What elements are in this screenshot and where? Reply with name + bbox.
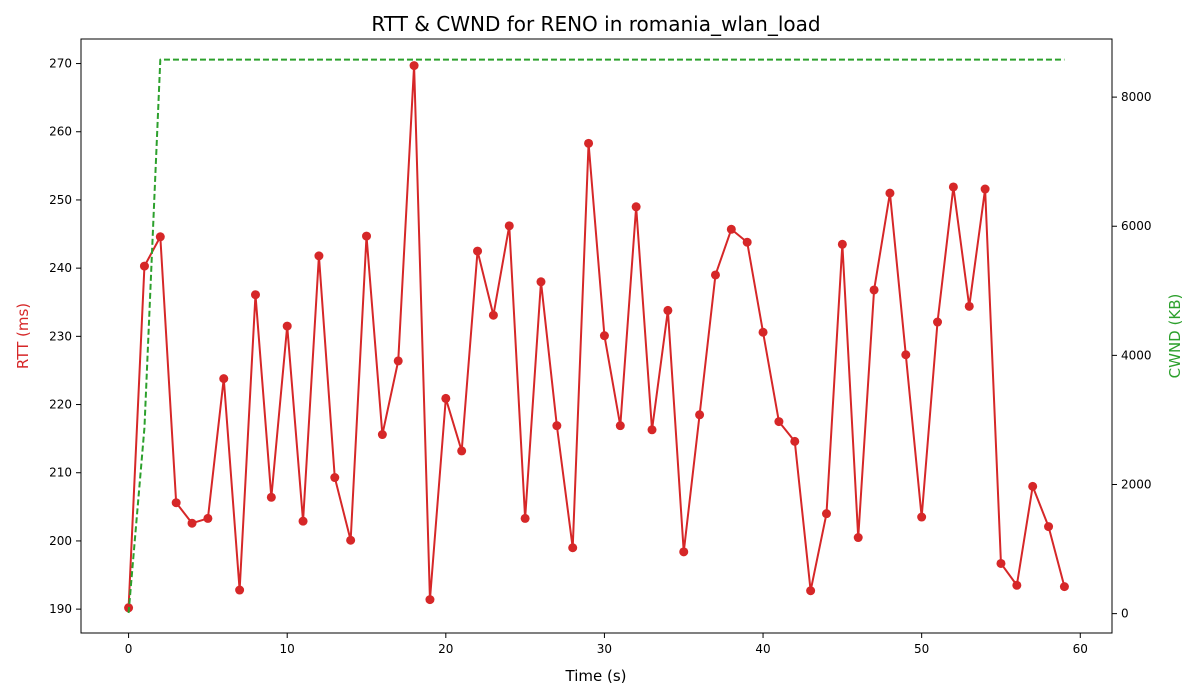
rtt-data-point bbox=[710, 270, 720, 280]
rtt-data-point bbox=[473, 246, 483, 256]
rtt-data-point bbox=[1059, 582, 1069, 592]
rtt-data-point bbox=[171, 498, 181, 508]
rtt-data-point bbox=[441, 393, 451, 403]
y-right-tick-label: 0 bbox=[1121, 607, 1129, 621]
rtt-data-point bbox=[647, 425, 657, 435]
y-axis-right-label: CWND (KB) bbox=[1166, 294, 1184, 379]
rtt-data-point bbox=[1028, 481, 1038, 491]
rtt-data-point bbox=[726, 224, 736, 234]
y-right-tick-label: 8000 bbox=[1121, 90, 1152, 104]
rtt-data-point bbox=[282, 321, 292, 331]
rtt-data-point bbox=[948, 182, 958, 192]
x-tick-label: 30 bbox=[597, 642, 612, 656]
rtt-data-point bbox=[314, 251, 324, 261]
rtt-data-point bbox=[552, 421, 562, 431]
x-tick-label: 10 bbox=[280, 642, 295, 656]
rtt-data-point bbox=[457, 446, 467, 456]
rtt-data-point bbox=[139, 261, 149, 271]
rtt-data-point bbox=[219, 374, 229, 384]
rtt-data-point bbox=[155, 232, 165, 242]
plot-area: 0 10 20 30 40 50 60 190 200 210 220 230 240 250 260 270… bbox=[49, 38, 1152, 656]
rtt-data-point bbox=[615, 421, 625, 431]
rtt-data-point bbox=[758, 327, 768, 337]
rtt-data-point bbox=[695, 410, 705, 420]
y-left-tick-label: 240 bbox=[49, 261, 72, 275]
chart-title: RTT & CWND for RENO in romania_wlan_load bbox=[371, 12, 820, 36]
rtt-data-point bbox=[330, 473, 340, 483]
rtt-data-point bbox=[885, 188, 895, 198]
rtt-data-point bbox=[235, 585, 245, 595]
rtt-data-point bbox=[203, 513, 213, 523]
y-left-tick-label: 270 bbox=[49, 57, 72, 71]
y-axis-left-label: RTT (ms) bbox=[14, 303, 32, 369]
rtt-data-point bbox=[996, 558, 1006, 568]
y-left-tick-label: 210 bbox=[49, 466, 72, 480]
rtt-data-point bbox=[821, 509, 831, 519]
rtt-data-point bbox=[1044, 522, 1054, 532]
x-tick-label: 0 bbox=[125, 642, 133, 656]
y-left-tick-label: 260 bbox=[49, 125, 72, 139]
rtt-data-point bbox=[631, 202, 641, 212]
cwnd-series-line bbox=[127, 58, 1065, 614]
y-right-tick-label: 2000 bbox=[1121, 478, 1152, 492]
x-tick-label: 20 bbox=[438, 642, 453, 656]
rtt-data-point bbox=[901, 350, 911, 360]
rtt-data-point bbox=[266, 492, 276, 502]
rtt-data-point bbox=[806, 586, 816, 596]
rtt-data-point bbox=[1012, 580, 1022, 590]
rtt-data-point bbox=[774, 417, 784, 427]
x-tick-label: 40 bbox=[755, 642, 770, 656]
rtt-data-point bbox=[964, 301, 974, 311]
y-left-tick-label: 230 bbox=[49, 329, 72, 343]
y-left-tick-label: 200 bbox=[49, 534, 72, 548]
rtt-data-point bbox=[377, 430, 387, 440]
x-tick-label: 60 bbox=[1073, 642, 1088, 656]
rtt-data-point bbox=[520, 513, 530, 523]
rtt-data-point bbox=[599, 331, 609, 341]
y-left-tick-label: 250 bbox=[49, 193, 72, 207]
rtt-data-point bbox=[790, 436, 800, 446]
rtt-data-point bbox=[742, 237, 752, 247]
y-left-tick-label: 190 bbox=[49, 602, 72, 616]
x-tick-label: 50 bbox=[914, 642, 929, 656]
y-left-tick-label: 220 bbox=[49, 398, 72, 412]
rtt-data-point bbox=[837, 239, 847, 249]
y-right-tick-label: 4000 bbox=[1121, 348, 1152, 362]
rtt-data-point bbox=[393, 356, 403, 366]
rtt-data-point bbox=[869, 285, 879, 295]
rtt-data-point bbox=[853, 533, 863, 543]
rtt-data-point bbox=[584, 138, 594, 148]
rtt-data-point bbox=[409, 61, 419, 71]
y-right-tick-label: 6000 bbox=[1121, 219, 1152, 233]
rtt-data-point bbox=[362, 231, 372, 241]
rtt-series-line bbox=[127, 64, 1066, 608]
rtt-data-point bbox=[504, 221, 514, 231]
rtt-data-point bbox=[679, 547, 689, 557]
rtt-data-point bbox=[980, 184, 990, 194]
rtt-data-point bbox=[536, 277, 546, 287]
rtt-data-point bbox=[663, 305, 673, 315]
rtt-data-point bbox=[187, 518, 197, 528]
rtt-data-point bbox=[425, 595, 435, 605]
x-axis-label: Time (s) bbox=[565, 667, 627, 685]
rtt-data-point bbox=[346, 535, 356, 545]
rtt-data-point bbox=[568, 543, 578, 553]
rtt-data-point bbox=[933, 317, 943, 327]
rtt-data-point bbox=[488, 310, 498, 320]
rtt-data-point bbox=[250, 290, 260, 300]
rtt-data-point bbox=[917, 512, 927, 522]
rtt-data-point bbox=[298, 516, 308, 526]
